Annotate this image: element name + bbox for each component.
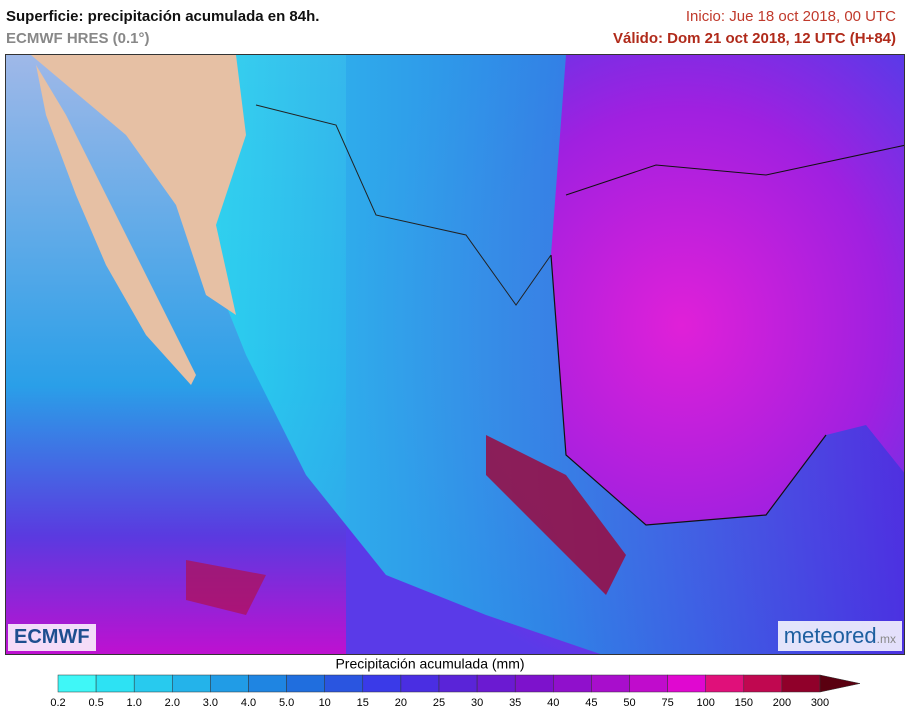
coastline bbox=[550, 254, 827, 526]
colorbar-label: 100 bbox=[697, 697, 715, 709]
colorbar-label: 75 bbox=[661, 697, 673, 709]
init-time: Inicio: Jue 18 oct 2018, 00 UTC bbox=[685, 8, 896, 25]
colorbar-label: 30 bbox=[471, 697, 483, 709]
colorbar-segment bbox=[210, 674, 249, 693]
model-name: ECMWF HRES (0.1°) bbox=[6, 30, 150, 47]
valid-time: Válido: Dom 21 oct 2018, 12 UTC (H+84) bbox=[612, 30, 896, 47]
colorbar-label: 25 bbox=[433, 697, 445, 709]
ecmwf-logo: ECMWF bbox=[8, 624, 96, 651]
colorbar-segment bbox=[438, 674, 478, 693]
colorbar-label: 200 bbox=[773, 697, 791, 709]
heavy-rain bbox=[486, 435, 626, 595]
colorbar-segment bbox=[286, 674, 325, 693]
colorbar-segment bbox=[172, 674, 211, 693]
colorbar-segment bbox=[514, 674, 554, 693]
colorbar-label: 0.2 bbox=[50, 697, 65, 709]
meteored-logo: meteored.mx bbox=[777, 621, 902, 651]
colorbar-label: 40 bbox=[547, 697, 559, 709]
colorbar-label: 50 bbox=[623, 697, 635, 709]
colorbar-segment bbox=[705, 674, 745, 693]
colorbar-segment bbox=[743, 674, 783, 693]
colorbar-segment bbox=[667, 674, 706, 693]
colorbar-title: Precipitación acumulada (mm) bbox=[335, 656, 524, 672]
border bbox=[255, 104, 552, 306]
colorbar-segment bbox=[476, 674, 516, 693]
colorbar-segment bbox=[57, 674, 97, 693]
us-coast bbox=[565, 144, 904, 196]
colorbar-segment bbox=[362, 674, 402, 693]
colorbar-label: 35 bbox=[509, 697, 521, 709]
baja-california bbox=[36, 65, 196, 385]
map-title: Superficie: precipitación acumulada en 8… bbox=[6, 8, 320, 25]
logo-main: meteored bbox=[783, 623, 877, 648]
colorbar-label: 20 bbox=[395, 697, 407, 709]
colorbar-segment bbox=[553, 674, 592, 693]
colorbar-label: 3.0 bbox=[203, 697, 218, 709]
heavy-rain-pacific bbox=[186, 560, 266, 615]
colorbar: Precipitación acumulada (mm) 0.2 0.5 1.0 2.… bbox=[50, 656, 861, 709]
map-graphic bbox=[6, 55, 904, 654]
colorbar-label: 15 bbox=[357, 697, 369, 709]
colorbar-label: 0.5 bbox=[88, 697, 103, 709]
colorbar-label: 5.0 bbox=[279, 697, 294, 709]
colorbar-segment bbox=[95, 674, 135, 693]
colorbar-label: 300 bbox=[811, 697, 829, 709]
colorbar-label: 4.0 bbox=[241, 697, 256, 709]
colorbar-label: 45 bbox=[585, 697, 597, 709]
sonora bbox=[31, 55, 246, 315]
colorbar-segment bbox=[400, 674, 440, 693]
colorbar-segment bbox=[591, 674, 630, 693]
colorbar-label: 150 bbox=[735, 697, 753, 709]
colorbar-segment bbox=[133, 674, 173, 693]
mainland bbox=[196, 55, 904, 654]
colorbar-label: 10 bbox=[319, 697, 331, 709]
logo-suffix: .mx bbox=[876, 632, 896, 646]
colorbar-segment bbox=[248, 674, 287, 693]
colorbar-segment bbox=[781, 674, 821, 693]
precipitation-map: ECMWF meteored.mx bbox=[5, 54, 905, 655]
colorbar-segment bbox=[629, 674, 668, 693]
colorbar-segment bbox=[324, 674, 364, 693]
colorbar-label: 2.0 bbox=[165, 697, 180, 709]
colorbar-label: 1.0 bbox=[127, 697, 142, 709]
colorbar-arrow bbox=[819, 674, 861, 693]
